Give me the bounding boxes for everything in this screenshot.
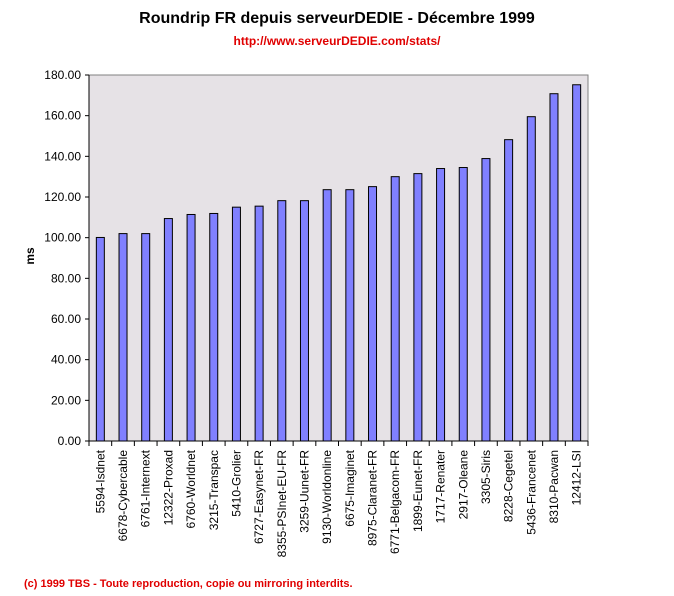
x-tick-label: 2917-Oleane <box>456 450 470 520</box>
x-tick-label: 1717-Renater <box>434 450 448 523</box>
bar-6771-belgacom-fr <box>390 176 400 442</box>
y-tick-label: 0.00 <box>58 434 82 448</box>
y-tick-label: 140.00 <box>44 149 81 163</box>
x-tick-label: 3259-Uunet-FR <box>297 450 311 533</box>
chart-subtitle-link[interactable]: http://www.serveurDEDIE.com/stats/ <box>233 34 441 48</box>
x-tick-label: 3305-Siris <box>479 450 493 504</box>
x-tick-label: 12412-LSI <box>570 450 584 505</box>
bar-5436-francenet <box>526 116 536 442</box>
y-tick-label: 120.00 <box>44 190 81 204</box>
bar-6678-cybercable <box>118 233 128 442</box>
x-tick-label: 6675-Imaginet <box>343 449 357 526</box>
bar-9130-worldonline <box>322 189 332 442</box>
x-tick-label: 6761-Internext <box>139 449 153 527</box>
y-tick-label: 60.00 <box>51 312 81 326</box>
bar-8355-psinet-eu-fr <box>277 200 287 442</box>
y-tick-label: 100.00 <box>44 231 81 245</box>
y-axis-label: ms <box>23 247 37 265</box>
y-tick-label: 80.00 <box>51 271 81 285</box>
bar-6760-worldnet <box>186 213 196 442</box>
bar-3305-siris <box>481 158 491 442</box>
x-tick-label: 6678-Cybercable <box>116 450 130 542</box>
bar-8310-pacwan <box>549 93 559 442</box>
bar-1717-renater <box>436 168 446 442</box>
bar-12322-proxad <box>163 218 173 442</box>
copyright-footer: (c) 1999 TBS - Toute reproduction, copie… <box>24 578 353 590</box>
x-tick-label: 8355-PSInet-EU-FR <box>275 450 289 558</box>
y-tick-label: 40.00 <box>51 353 81 367</box>
x-tick-label: 3215-Transpac <box>207 450 221 530</box>
x-tick-label: 6760-Worldnet <box>184 449 198 528</box>
x-tick-label: 5594-Isdnet <box>93 449 107 513</box>
bar-6675-imaginet <box>345 189 355 442</box>
bar-6761-internext <box>141 233 151 442</box>
plot-area <box>88 74 589 442</box>
bar-5410-grolier <box>231 206 241 442</box>
x-tick-label: 8975-Claranet-FR <box>366 450 380 546</box>
bar-2917-oleane <box>458 167 468 442</box>
bar-12412-lsi <box>572 84 582 442</box>
x-tick-label: 12322-Proxad <box>161 450 175 525</box>
bar-3259-uunet-fr <box>299 200 309 442</box>
chart-title: Roundrip FR depuis serveurDEDIE - Décemb… <box>139 10 535 27</box>
x-tick-label: 6727-Easynet-FR <box>252 450 266 544</box>
bar-6727-easynet-fr <box>254 205 264 442</box>
y-tick-label: 160.00 <box>44 109 81 123</box>
bar-5594-isdnet <box>95 236 105 442</box>
bar-1899-eunet-fr <box>413 173 423 442</box>
y-tick-label: 180.00 <box>44 68 81 82</box>
bar-3215-transpac <box>209 212 219 442</box>
x-tick-label: 9130-Worldonline <box>320 450 334 544</box>
bar-8228-cegetel <box>504 139 514 442</box>
x-tick-label: 8228-Cegetel <box>502 450 516 522</box>
x-tick-label: 5410-Grolier <box>229 450 243 517</box>
x-tick-label: 8310-Pacwan <box>547 450 561 523</box>
bar-8975-claranet-fr <box>368 186 378 442</box>
y-tick-label: 20.00 <box>51 393 81 407</box>
x-tick-label: 5436-Francenet <box>524 449 538 534</box>
x-tick-label: 1899-Eunet-FR <box>411 450 425 532</box>
x-tick-label: 6771-Belgacom-FR <box>388 450 402 554</box>
